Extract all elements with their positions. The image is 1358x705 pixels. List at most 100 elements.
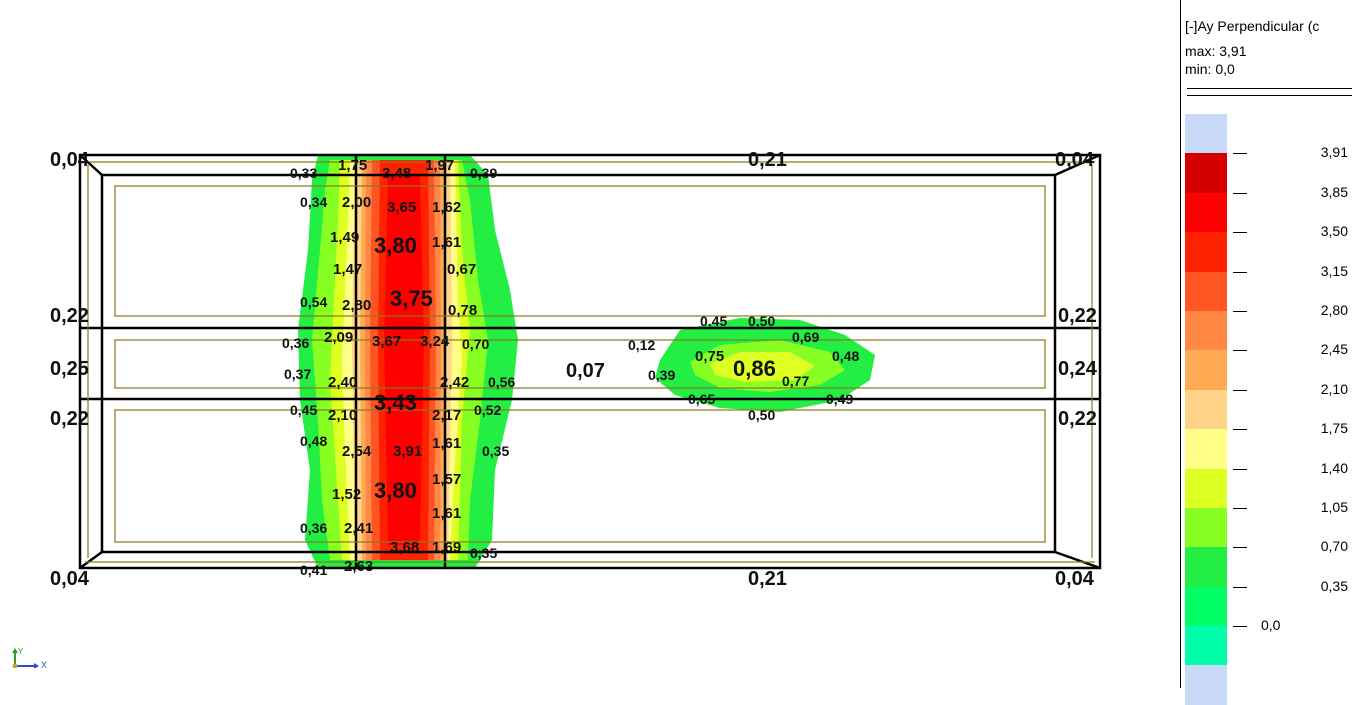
legend-swatch	[1185, 310, 1227, 351]
value-label: 0,45	[700, 313, 727, 329]
legend-tick-label: 3,91	[1320, 144, 1348, 161]
legend-tick	[1233, 350, 1247, 352]
value-label: 3,68	[390, 539, 419, 556]
legend-tick	[1233, 232, 1247, 234]
legend-tick	[1233, 508, 1247, 509]
value-label: 1,52	[332, 486, 361, 503]
value-label: 0,56	[488, 374, 515, 390]
legend-scale	[1185, 114, 1245, 705]
legend-swatch	[1185, 429, 1227, 469]
legend-tick	[1233, 153, 1247, 155]
value-label: 2,40	[328, 374, 357, 391]
panel-insets	[85, 161, 1095, 563]
value-label: 0,36	[300, 520, 327, 536]
value-label: 1,61	[432, 234, 461, 251]
legend-tick-label: 2,10	[1320, 380, 1348, 397]
value-label: 2,09	[324, 329, 353, 346]
value-label: 1,97	[425, 157, 454, 174]
legend-divider	[1187, 88, 1352, 89]
axis-y-label: Y	[18, 648, 24, 656]
legend-tick-label: 3,85	[1320, 183, 1348, 200]
value-label: 1,69	[432, 539, 461, 556]
legend-tick-label: 3,15	[1320, 262, 1348, 279]
edge-label: 0,21	[748, 568, 787, 590]
value-label: 1,47	[333, 261, 362, 278]
legend-swatch	[1185, 232, 1227, 272]
value-label: 0,33	[290, 165, 317, 181]
legend-swatch	[1185, 153, 1227, 193]
value-label: 1,61	[432, 435, 461, 452]
legend-tick	[1233, 429, 1247, 431]
legend-tick-label: 3,50	[1320, 223, 1348, 240]
legend-swatch	[1185, 468, 1227, 508]
legend-tick-label: 1,05	[1320, 499, 1348, 515]
value-label: 0,39	[648, 367, 675, 383]
legend-tick-label: 0,70	[1320, 538, 1348, 555]
corner-label: 0,04	[1055, 149, 1095, 171]
edge-label: 0,22	[50, 408, 89, 430]
value-label: 3,91	[393, 443, 422, 460]
legend-tick	[1233, 389, 1247, 391]
value-label: 3,80	[374, 233, 417, 258]
value-label: 0,35	[482, 443, 509, 459]
value-label: 0,34	[300, 194, 327, 210]
contour-plot: 0,04 0,04 0,04 0,04 0,21 0,21 0,22 0,25 …	[50, 149, 1102, 590]
legend-swatch	[1185, 350, 1227, 390]
value-label: 2,54	[342, 443, 372, 460]
value-label: 0,48	[832, 348, 859, 364]
value-label: 2,17	[432, 407, 461, 424]
center-label: 0,07	[566, 360, 605, 382]
legend-tick	[1233, 311, 1247, 312]
legend-swatch	[1185, 665, 1227, 705]
edge-label: 0,25	[50, 358, 89, 380]
value-label: 2,10	[328, 407, 357, 424]
legend-tick-label: 1,40	[1320, 459, 1348, 476]
value-label: 0,39	[470, 165, 497, 181]
value-label: 2,00	[342, 194, 371, 211]
value-label: 0,75	[695, 348, 724, 365]
value-label: 0,36	[282, 335, 309, 351]
legend-swatch	[1185, 389, 1227, 430]
edge-label: 0,22	[1058, 305, 1097, 327]
value-label: 3,24	[420, 333, 450, 350]
value-label: 1,62	[432, 199, 461, 216]
legend-tick-label: 0,0	[1261, 617, 1281, 634]
value-label: 0,86	[733, 356, 776, 381]
value-label: 1,57	[432, 471, 461, 488]
value-label: 0,50	[748, 407, 775, 423]
legend-tick-label: 0,35	[1320, 577, 1348, 594]
edge-label: 0,21	[748, 149, 787, 171]
value-label: 0,45	[290, 402, 317, 418]
legend-tick	[1233, 586, 1247, 588]
corner-label: 0,04	[50, 149, 90, 171]
axis-x-label: X	[41, 660, 47, 668]
value-label: 0,70	[462, 336, 489, 352]
axis-triad-icon: X Y	[5, 647, 55, 670]
value-label: 0,12	[628, 337, 655, 353]
value-label: 0,65	[688, 391, 715, 407]
legend-tick	[1233, 192, 1247, 194]
value-label: 0,41	[300, 562, 327, 578]
value-label: 0,54	[300, 294, 327, 310]
corner-label: 0,04	[50, 568, 90, 590]
edge-label: 0,22	[1058, 408, 1097, 430]
legend-swatch	[1185, 626, 1227, 666]
value-label: 0,37	[284, 366, 311, 382]
value-label: 3,65	[387, 199, 416, 216]
legend-swatch	[1185, 114, 1227, 154]
legend-swatch	[1185, 586, 1227, 627]
color-legend: [-]Ay Perpendicular (c max: 3,91 min: 0,…	[1180, 0, 1358, 705]
legend-tick-label: 2,45	[1320, 341, 1348, 358]
legend-tick	[1233, 271, 1247, 273]
legend-tick	[1233, 626, 1247, 628]
value-label: 1,61	[432, 505, 461, 522]
value-label: 3,48	[382, 165, 411, 182]
edge-label: 0,22	[50, 305, 89, 327]
legend-tick-label: 2,80	[1320, 302, 1348, 318]
corner-label: 0,04	[1055, 568, 1095, 590]
legend-swatch	[1185, 507, 1227, 548]
value-label: 0,69	[792, 329, 819, 345]
legend-swatch	[1185, 192, 1227, 233]
legend-tick	[1233, 547, 1247, 549]
value-label: 2,41	[344, 520, 373, 537]
